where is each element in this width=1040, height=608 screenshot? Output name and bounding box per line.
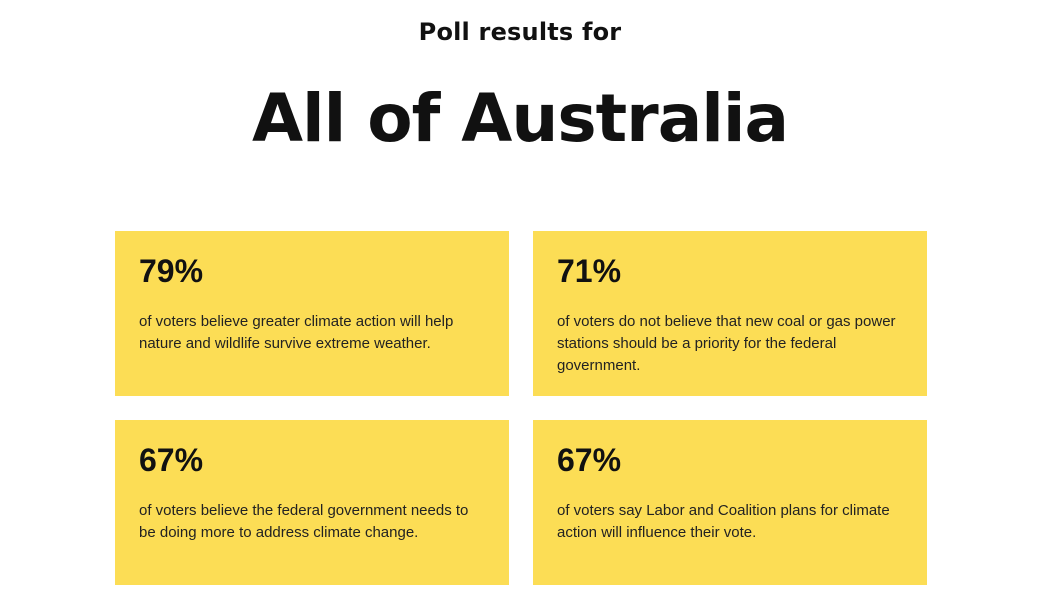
stat-text: of voters say Labor and Coalition plans … xyxy=(557,502,890,541)
stat-text: of voters do not believe that new coal o… xyxy=(557,313,896,374)
stat: 71% xyxy=(557,253,622,289)
stat: 67% xyxy=(557,442,622,478)
poll-card: 67% of voters say Labor and Coalition pl… xyxy=(533,420,927,585)
poll-card: 79% of voters believe greater climate ac… xyxy=(115,231,509,396)
stat: 79% xyxy=(139,253,204,289)
stat-text: of voters believe the federal government… xyxy=(139,502,469,541)
subtitle: Poll results for xyxy=(418,18,622,46)
stat: 67% xyxy=(139,442,204,478)
poll-card: 71% of voters do not believe that new co… xyxy=(533,231,927,396)
title: All of Australia xyxy=(251,80,789,157)
poll-card: 67% of voters believe the federal govern… xyxy=(115,420,509,585)
stat-text: of voters believe greater climate action… xyxy=(139,313,454,352)
